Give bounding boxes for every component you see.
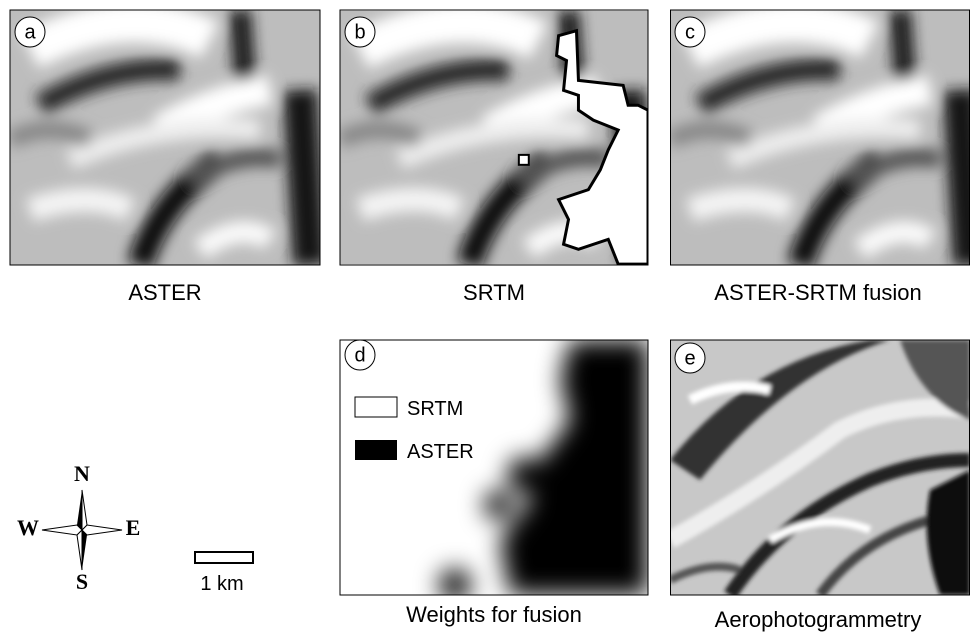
aster-image [10,10,320,265]
aerophoto-image [670,340,970,595]
panel-letter: d [354,344,365,366]
weights-image [340,340,648,601]
srtm-image [340,11,648,264]
legend-label: SRTM [407,398,463,420]
caption: ASTER [128,280,201,305]
panel-letter: c [685,21,695,43]
scale-bar [195,552,253,563]
scale-label: 1 km [200,573,243,595]
caption: ASTER-SRTM fusion [714,280,921,305]
panel-letter: b [354,21,365,43]
compass-east: E [126,515,141,540]
panel-letter: a [24,21,36,43]
compass-north: N [74,461,90,486]
caption: Weights for fusion [406,602,582,627]
figure: SRTM ASTER a b c d e ASTER SRTM ASTER-SR… [0,0,970,636]
compass-south: S [76,569,88,594]
compass-west: W [17,515,39,540]
legend-label: ASTER [407,441,474,463]
caption: SRTM [463,280,525,305]
panel-letter: e [684,347,695,369]
caption: Aerophotogrammetry [715,607,922,632]
legend-swatch [355,440,397,460]
compass: N S W E [17,461,140,594]
fusion-image [670,10,970,265]
legend-swatch [355,397,397,417]
